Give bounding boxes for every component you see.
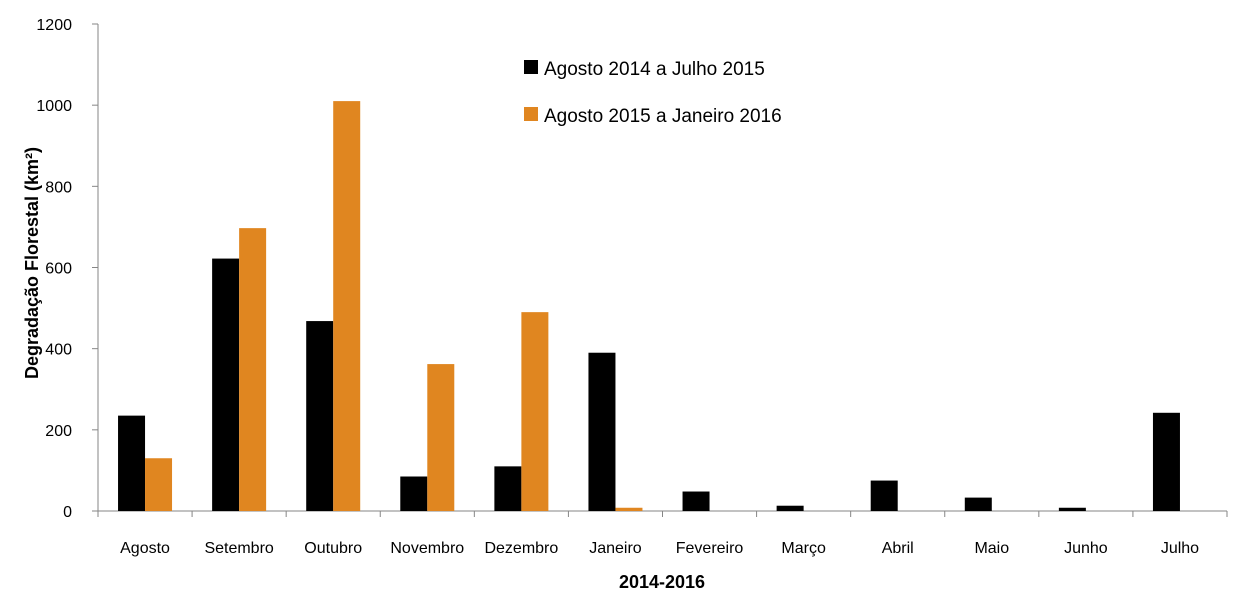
x-tick-label: Maio: [974, 540, 1009, 557]
bar: [400, 476, 428, 511]
legend-swatch: [524, 107, 538, 121]
axes: [92, 23, 1228, 517]
y-tick-label: 1200: [36, 17, 72, 34]
bar: [1152, 412, 1180, 511]
y-tick-label: 600: [45, 261, 72, 278]
x-tick-label: Dezembro: [484, 540, 558, 557]
y-tick-label: 800: [45, 179, 72, 196]
labels: 0 200 400 600 800 1000 1200 Agosto Setembro Outub…: [36, 17, 1199, 557]
y-tick-label: 1000: [36, 98, 72, 115]
y-tick-label: 200: [45, 423, 72, 440]
bar: [333, 101, 361, 511]
x-tick-label: Setembro: [204, 540, 273, 557]
bar: [1058, 507, 1086, 511]
bar: [588, 352, 616, 511]
x-tick-label: Julho: [1161, 540, 1199, 557]
bar: [494, 466, 522, 511]
legend: Agosto 2014 a Julho 2015 Agosto 2015 a Ja…: [524, 59, 782, 127]
legend-label: Agosto 2014 a Julho 2015: [544, 59, 765, 80]
bar: [239, 228, 267, 512]
bar: [615, 507, 643, 511]
bar: [212, 258, 240, 511]
bar: [521, 312, 549, 511]
bars: [118, 101, 1180, 512]
y-axis-title: Degradação Florestal (km²): [22, 147, 42, 379]
bar: [776, 505, 804, 511]
x-tick-label: Fevereiro: [676, 540, 744, 557]
legend-label: Agosto 2015 a Janeiro 2016: [544, 106, 782, 127]
bar: [964, 497, 992, 511]
x-tick-label: Novembro: [390, 540, 464, 557]
x-tick-label: Junho: [1064, 540, 1108, 557]
x-tick-label: Outubro: [304, 540, 362, 557]
bar: [870, 480, 898, 511]
x-tick-label: Agosto: [120, 540, 170, 557]
y-tick-label: 400: [45, 342, 72, 359]
x-tick-label: Março: [781, 540, 826, 557]
x-tick-label: Janeiro: [589, 540, 642, 557]
y-tick-label: 0: [63, 504, 72, 521]
bar: [145, 458, 173, 511]
x-axis-title: 2014-2016: [619, 572, 705, 592]
bar: [118, 415, 146, 511]
x-tick-label: Abril: [882, 540, 914, 557]
bar: [682, 491, 710, 511]
bar: [306, 321, 334, 511]
legend-swatch: [524, 60, 538, 74]
bar: [427, 364, 455, 511]
